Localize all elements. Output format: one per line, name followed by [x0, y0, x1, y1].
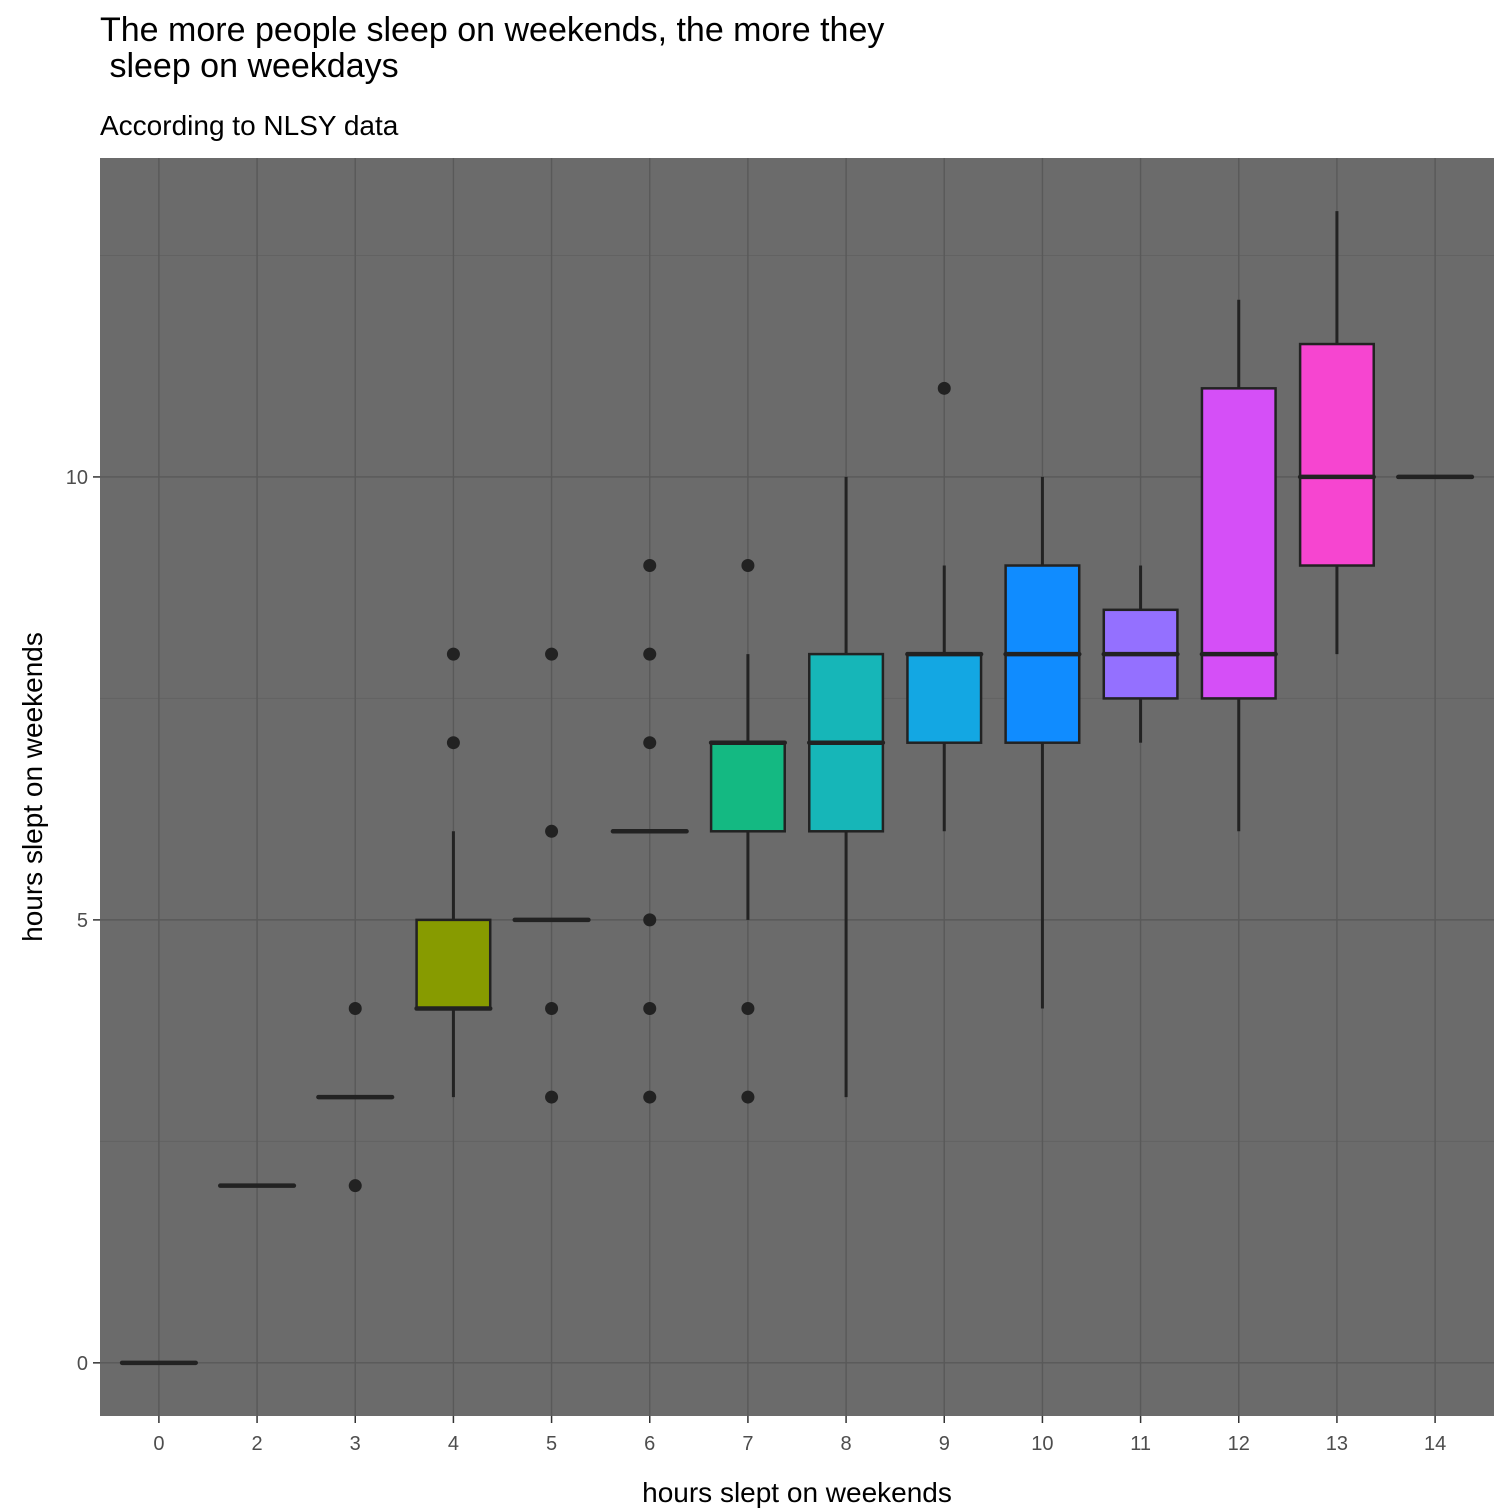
box-body: [709, 741, 786, 833]
box-12: [1199, 299, 1278, 832]
outlier-point: [446, 736, 460, 750]
y-axis-ticks: 0 5 10: [66, 467, 100, 1375]
x-tick-label: 10: [1031, 1433, 1053, 1455]
y-axis-title: hours slept on weekends: [17, 632, 48, 942]
x-tick-label: 13: [1326, 1433, 1348, 1455]
box-body: [906, 652, 983, 744]
x-tick-label: 0: [153, 1433, 164, 1455]
outlier-point: [643, 1090, 657, 1104]
x-tick-label: 8: [841, 1433, 852, 1455]
box-9: [905, 381, 984, 832]
box-5: [512, 647, 591, 1104]
outlier-point: [643, 913, 657, 927]
box-11: [1101, 565, 1180, 743]
chart-subtitle: According to NLSY data: [100, 110, 399, 141]
x-axis-title: hours slept on weekends: [642, 1477, 952, 1508]
outlier-point: [741, 559, 755, 573]
box-7: [708, 559, 787, 1104]
x-tick-label: 3: [350, 1433, 361, 1455]
y-tick-label: 10: [66, 467, 88, 489]
outlier-point: [643, 647, 657, 661]
box-body: [415, 918, 492, 1010]
x-tick-label: 12: [1228, 1433, 1250, 1455]
outlier-point: [643, 559, 657, 573]
outlier-point: [937, 381, 951, 395]
outlier-point: [348, 1001, 362, 1015]
chart-title: The more people sleep on weekends, the m…: [100, 11, 885, 85]
x-axis-ticks: 0 2 3 4 5 6 7 8 9 10 11 12 13 14: [153, 1416, 1446, 1455]
box-8: [807, 476, 886, 1098]
outlier-point: [643, 1001, 657, 1015]
y-tick-label: 0: [77, 1353, 88, 1375]
x-tick-label: 11: [1130, 1433, 1151, 1455]
x-tick-label: 14: [1424, 1433, 1446, 1455]
plot-panel: [100, 158, 1494, 1416]
box-6: [610, 559, 689, 1104]
outlier-point: [545, 1090, 559, 1104]
outlier-point: [643, 736, 657, 750]
outlier-point: [545, 1001, 559, 1015]
x-tick-label: 7: [742, 1433, 753, 1455]
box-13: [1297, 211, 1376, 655]
x-tick-label: 4: [448, 1433, 459, 1455]
box-body: [1298, 342, 1375, 567]
box-body: [1200, 387, 1277, 700]
box-4: [414, 647, 493, 1098]
x-tick-label: 5: [546, 1433, 557, 1455]
outlier-point: [446, 647, 460, 661]
x-tick-label: 6: [644, 1433, 655, 1455]
x-tick-label: 9: [939, 1433, 950, 1455]
outlier-point: [348, 1179, 362, 1193]
outlier-point: [545, 824, 559, 838]
box-10: [1003, 476, 1082, 1009]
outlier-point: [741, 1001, 755, 1015]
x-tick-label: 2: [252, 1433, 263, 1455]
y-tick-label: 5: [77, 910, 88, 932]
box-3: [316, 1001, 395, 1193]
boxes: [119, 211, 1475, 1366]
outlier-point: [741, 1090, 755, 1104]
outlier-point: [545, 647, 559, 661]
